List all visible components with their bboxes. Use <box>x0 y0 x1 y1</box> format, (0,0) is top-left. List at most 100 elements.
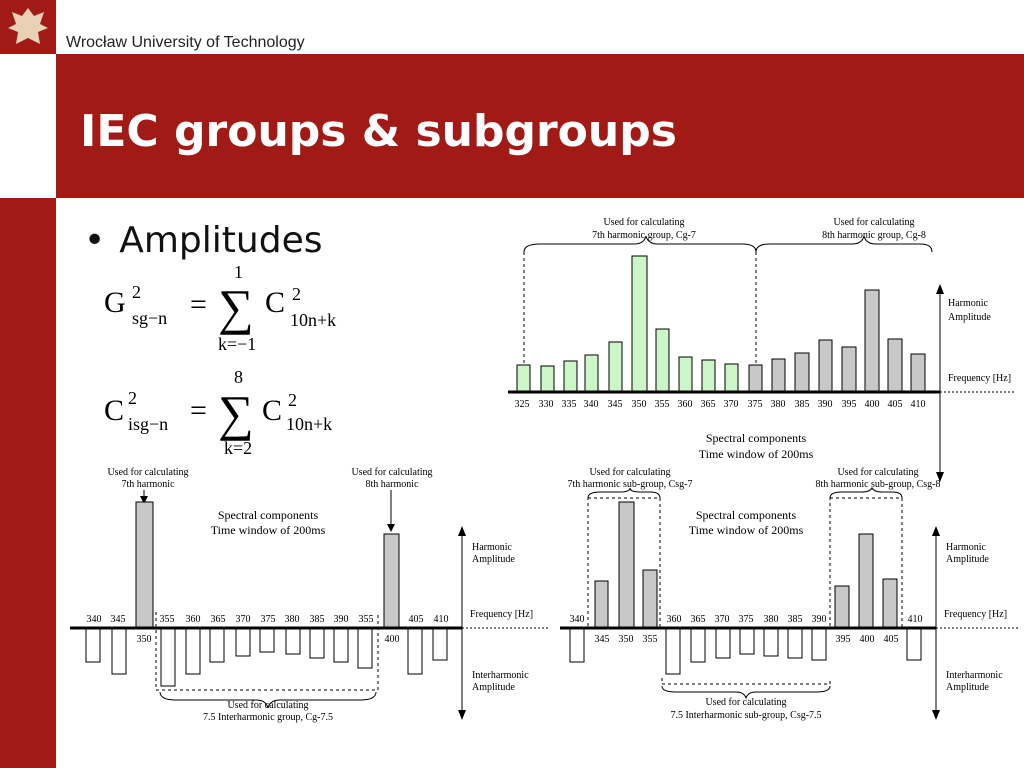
fig3-tick-label: 360 <box>667 614 682 625</box>
fig3-ann-left: 7th harmonic sub-group, Csg-7 <box>568 479 693 490</box>
fig3-arrow-down <box>932 710 940 720</box>
fig2-tick-label: 410 <box>434 614 449 625</box>
fig3-neg-bar <box>569 627 585 663</box>
fig2-tick-label: 365 <box>211 614 226 625</box>
fig2-used-left: Used for calculating <box>107 467 188 478</box>
fig3-used-right: Used for calculating <box>837 467 918 478</box>
fig2-below-tick-label: 400 <box>385 634 400 645</box>
fig1-bar <box>771 358 786 393</box>
fig2-dash-box <box>155 612 379 691</box>
fig1-bar <box>563 360 578 393</box>
fig1-spectral: Spectral components <box>706 431 807 445</box>
fig1-tick-label: 365 <box>701 399 716 410</box>
formula-group: G 2 sg−n = 1 ∑ k=−1 C 2 10n+k C 2 isg−n … <box>104 262 336 458</box>
fig1-freq: Frequency [Hz] <box>948 373 1011 384</box>
fig1-tick-label: 345 <box>608 399 623 410</box>
fig1-tick-label: 390 <box>818 399 833 410</box>
fig2-neg-bar <box>160 627 176 687</box>
fig2-inter-1: Interharmonic <box>472 670 529 681</box>
fig3-dash-bottom <box>661 678 831 685</box>
fig2-arrowhead-left <box>140 496 148 504</box>
fig1-bar <box>818 339 833 393</box>
fig3-tick-label: 410 <box>908 614 923 625</box>
fig2-tick-label: 345 <box>111 614 126 625</box>
fig3-inter-2: Amplitude <box>946 682 989 693</box>
fig2-neg-bar <box>235 627 251 657</box>
fig3-brace-bottom <box>661 685 831 700</box>
fig3-used-bottom: Used for calculating <box>705 697 786 708</box>
fig3-arrow-up <box>932 526 940 536</box>
fig1-tick-label: 400 <box>865 399 880 410</box>
fig3-neg-bar <box>787 627 803 659</box>
fig2-neg-bar <box>209 627 225 663</box>
formula2-sigma: ∑ <box>218 385 254 441</box>
fig3-bar <box>882 578 898 629</box>
fig2-arrow-up <box>458 526 466 536</box>
fig3-tick-label: 380 <box>764 614 779 625</box>
formula1-sum-bottom: k=−1 <box>218 334 256 354</box>
fig1-bar <box>748 364 763 393</box>
fig1-arrow-up <box>936 284 944 294</box>
fig2-neg-bar <box>111 627 127 675</box>
fig2-ann-left: 7th harmonic <box>121 479 175 490</box>
fig2-tick-labels: 340 345 355 360 365 370 375 380 385 390 355 405 410 3… <box>87 614 449 645</box>
fig3-tick-label: 390 <box>812 614 827 625</box>
fig1-used-left: Used for calculating <box>603 217 684 228</box>
fig3-dash-right <box>829 497 903 629</box>
formula1-eq: = <box>190 288 207 321</box>
fig3-ann-right: 8th harmonic sub-group, Csg-8 <box>816 479 941 490</box>
university-name: Wrocław University of Technology <box>66 34 305 51</box>
fig1-bar <box>584 354 599 393</box>
fig2-tick-label: 390 <box>334 614 349 625</box>
fig3-freq: Frequency [Hz] <box>944 609 1007 620</box>
fig1-bar <box>655 328 670 393</box>
formula1-lhs: G <box>104 286 126 319</box>
fig3-below-tick-label: 395 <box>836 634 851 645</box>
fig1-arrow-down <box>936 472 944 482</box>
fig3-below-tick-label: 400 <box>860 634 875 645</box>
fig3-used-left: Used for calculating <box>589 467 670 478</box>
fig2-window: Time window of 200ms <box>211 523 326 537</box>
fig2-inter-2: Amplitude <box>472 682 515 693</box>
fig2-ann-right: 8th harmonic <box>365 479 419 490</box>
fig1-bar <box>864 289 880 393</box>
formula2-eq: = <box>190 394 207 427</box>
fig1-tick-label: 335 <box>562 399 577 410</box>
formula1-rhs-sup: 2 <box>292 284 301 304</box>
eagle-crest-icon <box>0 0 56 54</box>
fig1-bar <box>678 356 693 393</box>
fig2-tick-label: 380 <box>285 614 300 625</box>
fig2-ann-bottom: 7.5 Interharmonic group, Cg-7.5 <box>203 712 333 723</box>
fig1-tick-label: 330 <box>539 399 554 410</box>
fig2-neg-bar <box>185 627 201 675</box>
fig2-tick-label: 355 <box>359 614 374 625</box>
fig1-used-right: Used for calculating <box>833 217 914 228</box>
fig2-tick-label: 370 <box>236 614 251 625</box>
fig2-used-right: Used for calculating <box>351 467 432 478</box>
fig3-spectral: Spectral components <box>696 508 797 522</box>
fig2-diagram: Used for calculating 7th harmonic Used f… <box>70 467 550 723</box>
fig2-spectral: Spectral components <box>218 508 319 522</box>
fig3-below-tick-label: 350 <box>619 634 634 645</box>
fig2-neg-bar <box>259 627 275 653</box>
fig3-tick-label: 365 <box>691 614 706 625</box>
formula1-lhs-sup: 2 <box>132 282 141 302</box>
fig1-bar <box>608 341 623 393</box>
fig2-neg-bar <box>285 627 301 655</box>
fig2-tick-label: 360 <box>186 614 201 625</box>
university-logo <box>0 0 56 54</box>
fig1-ann-right: 8th harmonic group, Cg-8 <box>822 230 926 241</box>
fig1-bar <box>841 346 857 393</box>
fig1-tick-label: 385 <box>795 399 810 410</box>
fig2-bar-350 <box>135 501 154 629</box>
fig1-bar <box>540 365 555 393</box>
fig1-tick-label: 355 <box>655 399 670 410</box>
fig1-bar <box>887 338 903 393</box>
fig3-harm-2: Amplitude <box>946 554 989 565</box>
fig2-tick-label: 385 <box>310 614 325 625</box>
title-band <box>56 54 1024 198</box>
fig3-bar <box>594 580 609 629</box>
fig3-inter-1: Interharmonic <box>946 670 1003 681</box>
fig2-tick-label: 375 <box>261 614 276 625</box>
fig3-neg-bar <box>715 627 731 659</box>
